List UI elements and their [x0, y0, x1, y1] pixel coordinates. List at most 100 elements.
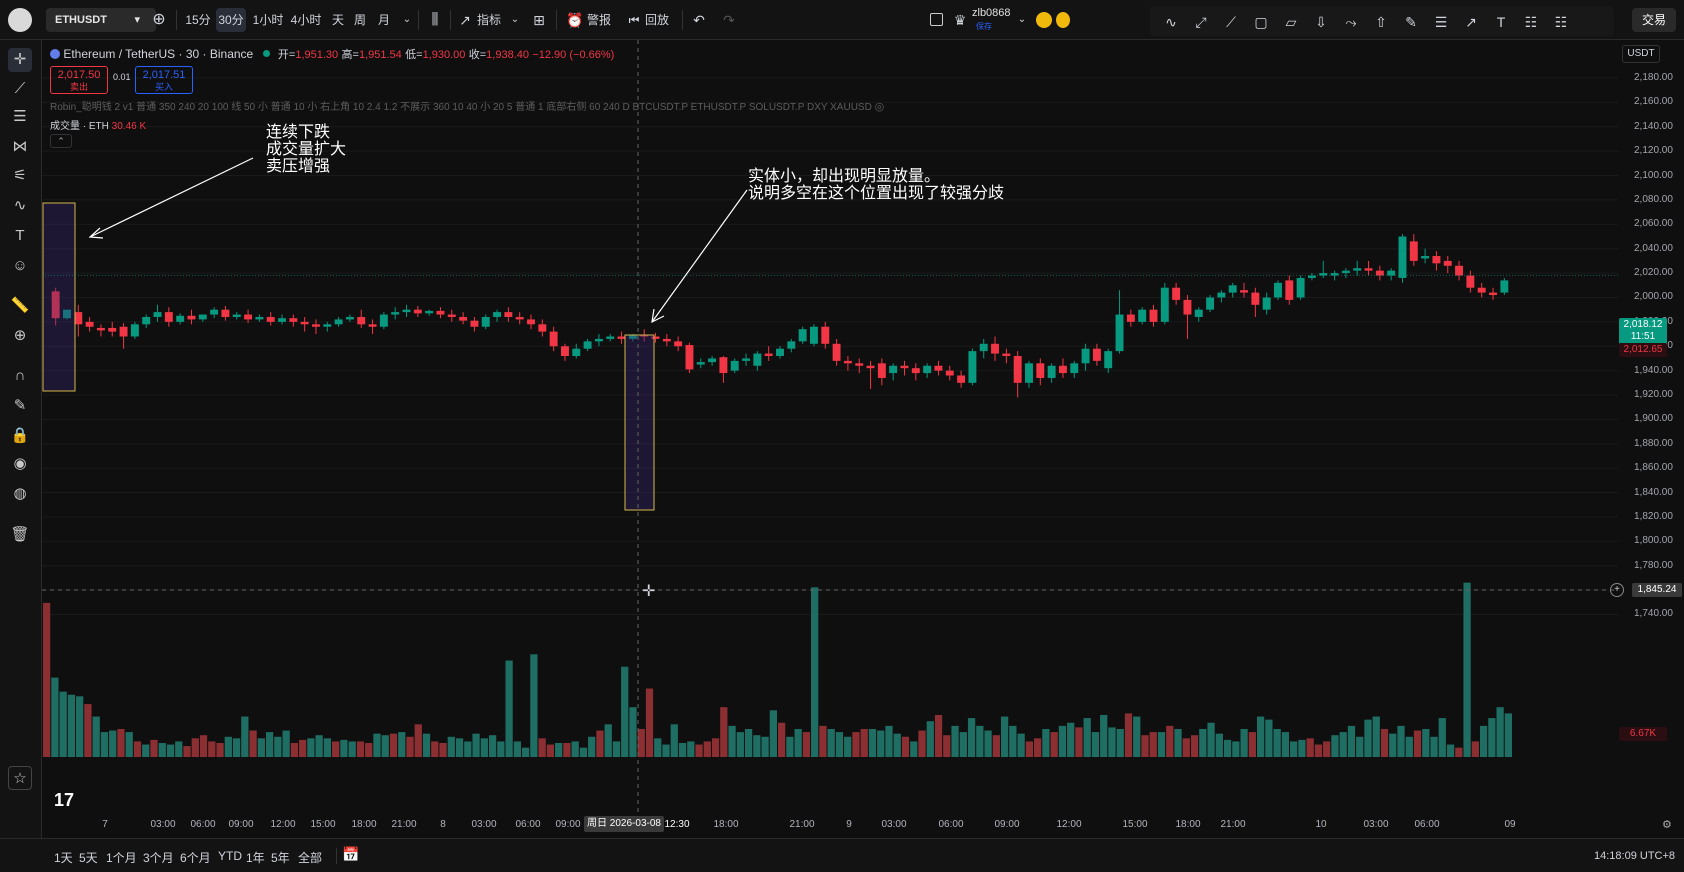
layout-square-icon[interactable]	[928, 8, 944, 32]
candle-body	[187, 315, 196, 320]
indicators-button[interactable]: 指标	[476, 13, 501, 27]
alert-icon[interactable]: ⏰	[566, 12, 584, 28]
volume-bar	[1413, 730, 1422, 757]
range-3m-button[interactable]: 3个月	[143, 851, 174, 865]
polyline-icon[interactable]: ∿	[1165, 14, 1177, 30]
collapse-legend-button[interactable]: ⌃	[50, 134, 72, 148]
range-all-button[interactable]: 全部	[298, 851, 323, 865]
add-alert-plus-icon[interactable]: +	[1610, 583, 1624, 597]
crosshair-icon[interactable]: ✛	[8, 48, 32, 72]
rectangle-icon[interactable]: ▢	[1254, 14, 1268, 30]
replay-button[interactable]: 回放	[644, 13, 669, 27]
globe-icon[interactable]: ◍	[13, 485, 27, 502]
avatar[interactable]: ♛	[953, 12, 967, 28]
interval-week-button[interactable]: 周	[353, 13, 366, 27]
parallel-channel-icon[interactable]: ▱	[1285, 14, 1297, 30]
legend-title[interactable]: Ethereum / TetherUS · 30 · Binance	[63, 47, 254, 61]
range-1y-button[interactable]: 1年	[246, 851, 265, 865]
app-logo[interactable]	[8, 8, 32, 32]
range-5d-button[interactable]: 5天	[79, 851, 98, 865]
buy-button[interactable]: 2,017.51 买入	[135, 66, 193, 94]
annotation-right[interactable]: 实体小，却出现明显放量。 说明多空在这个位置出现了较强分歧	[748, 168, 1005, 202]
volume-bar	[439, 742, 447, 757]
volume-bar	[389, 733, 398, 757]
indicator-legend[interactable]: Robin_聪明钱 2 v1 普通 350 240 20 100 线 50 小 …	[50, 98, 884, 113]
range-6m-button[interactable]: 6个月	[180, 851, 211, 865]
interval-month-button[interactable]: 月	[377, 13, 390, 27]
candle-body	[991, 343, 999, 354]
price-tick-label: 2,100.00	[1634, 169, 1673, 181]
more-tools-icon[interactable]: ☷	[1554, 14, 1568, 30]
layout-grid-icon[interactable]: ⊞	[533, 12, 545, 28]
candlestick-chart[interactable]: ✛ 17	[42, 40, 1618, 832]
ruler-icon[interactable]: 📏	[10, 297, 30, 314]
candle-body	[1251, 292, 1260, 305]
fib-tool-icon[interactable]: ☰	[13, 108, 27, 125]
forecast-tool-icon[interactable]: ⚟	[13, 167, 27, 184]
visibility-eye-icon[interactable]: ◎	[874, 101, 885, 113]
broker-icon[interactable]	[1036, 12, 1052, 28]
range-1m-button[interactable]: 1个月	[106, 851, 137, 865]
save-dropdown-icon[interactable]: ⌄	[1017, 14, 1027, 25]
range-5y-button[interactable]: 5年	[271, 851, 290, 865]
interval-dropdown-icon[interactable]: ⌄	[402, 14, 412, 25]
trendline-tool-icon[interactable]: ⟋	[14, 80, 26, 97]
indicators-dropdown-icon[interactable]: ⌄	[510, 14, 520, 25]
range-1d-button[interactable]: 1天	[54, 851, 73, 865]
sell-button[interactable]: 2,017.50 卖出	[50, 66, 108, 94]
chart-area[interactable]: ✛ 17	[42, 40, 1618, 832]
fib-icon[interactable]: ☰	[1434, 14, 1448, 30]
volume-bar	[678, 742, 687, 757]
user-name[interactable]: zlb0868	[972, 7, 1011, 19]
arrow-down-icon[interactable]: ⇩	[1315, 14, 1327, 30]
add-symbol-icon[interactable]: ⊕	[152, 11, 166, 28]
interval-4h-button[interactable]: 4小时	[290, 13, 322, 27]
volume-bar	[720, 707, 728, 757]
replay-icon[interactable]: ⏮	[628, 13, 640, 27]
volume-bar	[216, 742, 224, 757]
annotation-left[interactable]: 连续下跌 成交量扩大 卖压增强	[266, 124, 347, 175]
indicators-icon[interactable]: ↗	[459, 12, 471, 28]
eye-icon[interactable]: ◉	[13, 455, 27, 472]
price-tick-label: 1,880.00	[1634, 437, 1673, 449]
highlighter-icon[interactable]: ✎	[1405, 14, 1417, 30]
price-axis[interactable]	[1618, 40, 1684, 832]
alert-button[interactable]: 警报	[586, 13, 611, 27]
interval-15m-button[interactable]: 15分	[185, 13, 211, 27]
volume-bar	[183, 746, 191, 757]
trash-icon[interactable]: 🗑	[10, 526, 30, 543]
trade-button[interactable]: 交易	[1632, 8, 1676, 32]
broker-icon-2[interactable]	[1056, 12, 1070, 28]
favorites-star-icon[interactable]: ☆	[8, 766, 32, 790]
interval-day-button[interactable]: 天	[331, 13, 344, 27]
lock-drawing-icon[interactable]: ✎	[13, 397, 27, 414]
pattern-tool-icon[interactable]: ⋈	[12, 138, 28, 155]
interval-1h-button[interactable]: 1小时	[252, 13, 284, 27]
candle-type-icon[interactable]: ⫼	[431, 11, 439, 28]
magnet-icon[interactable]: ∩	[14, 367, 26, 384]
currency-selector[interactable]: USDT	[1622, 45, 1660, 63]
emoji-tool-icon[interactable]: ☺	[12, 257, 28, 274]
text-icon[interactable]: T	[1496, 14, 1506, 30]
date-range-icon[interactable]: 📅	[342, 846, 360, 862]
trendline-icon[interactable]: ⟋	[1226, 14, 1236, 30]
arrow-icon[interactable]: ↗	[1465, 14, 1477, 30]
undo-icon[interactable]: ↶	[693, 12, 705, 28]
lock-icon[interactable]: 🔒	[10, 427, 30, 444]
text-tool-icon[interactable]: T	[15, 227, 25, 244]
clock[interactable]: 14:18:09 UTC+8	[1594, 850, 1676, 862]
arrow-up-icon[interactable]: ⇧	[1375, 14, 1387, 30]
brush-icon[interactable]: ⤳	[1345, 14, 1357, 30]
zoom-in-icon[interactable]: ⊕	[13, 327, 27, 344]
brush-tool-icon[interactable]: ∿	[13, 197, 27, 214]
range-ytd-button[interactable]: YTD	[218, 849, 242, 863]
symbol-search[interactable]: ETHUSDT ▾	[46, 8, 156, 32]
interval-30m-button[interactable]: 30分	[216, 8, 246, 32]
volume-bar	[1083, 718, 1091, 757]
volume-legend[interactable]: 成交量 · ETH 30.46 K	[50, 117, 146, 132]
settings-sliders-icon[interactable]: ☷	[1524, 14, 1538, 30]
chart-settings-gear-icon[interactable]: ⚙	[1662, 819, 1672, 831]
candle-body	[1330, 273, 1339, 276]
path-icon[interactable]: ⤢	[1195, 14, 1207, 30]
redo-icon[interactable]: ↷	[723, 12, 735, 28]
